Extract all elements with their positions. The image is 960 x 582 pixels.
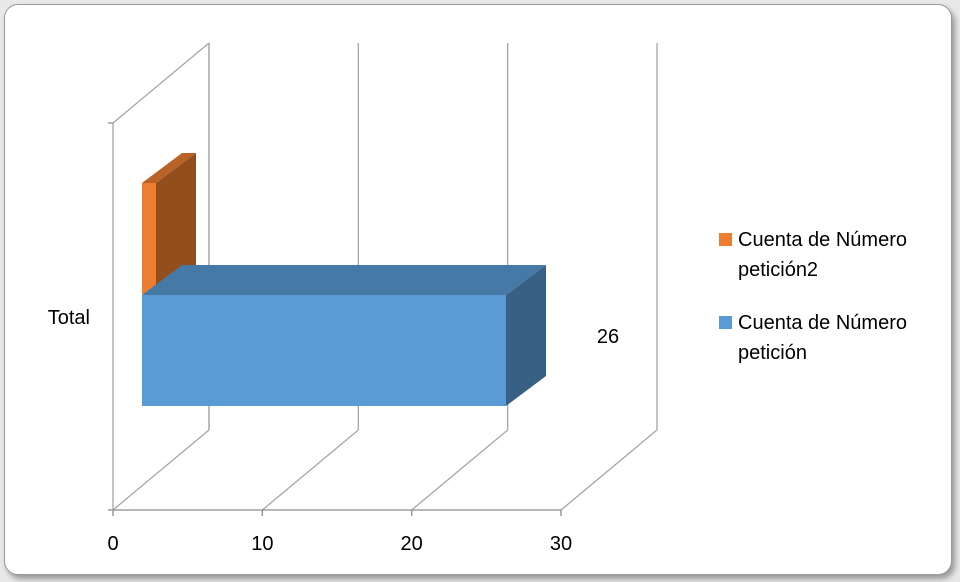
x-tick-label: 20: [401, 533, 423, 555]
bar-side-face: [156, 153, 196, 295]
chart-labels: 0 10 20 30 Total 26: [48, 307, 619, 555]
legend-label: Cuenta de Número: [738, 229, 907, 251]
category-label: Total: [48, 307, 90, 329]
legend-label: petición: [738, 342, 807, 364]
bar-front-face: [142, 183, 156, 295]
data-label: 26: [597, 326, 619, 348]
floor-gridline: [411, 429, 509, 511]
x-tick-label: 10: [251, 533, 273, 555]
x-tick-label: 0: [107, 533, 118, 555]
bar-side-face: [506, 265, 546, 406]
bar-cuenta-numero-peticion: [142, 265, 546, 406]
floor-gridline: [261, 429, 359, 511]
legend-label: Cuenta de Número: [738, 312, 907, 334]
floor-gridline: [560, 429, 658, 511]
legend-swatch: [719, 233, 732, 246]
legend-swatch: [719, 316, 732, 329]
bar-front-face: [142, 295, 506, 406]
bar-top-face: [142, 153, 196, 183]
bar-top-face: [142, 265, 546, 295]
wall-edge-top: [112, 42, 210, 124]
chart-legend: Cuenta de Número petición2 Cuenta de Númer…: [719, 229, 907, 364]
legend-label: petición2: [738, 259, 818, 281]
bar-cuenta-numero-peticion2: [142, 153, 196, 295]
floor-gridline: [112, 429, 210, 511]
x-tick-label: 30: [550, 533, 572, 555]
chart-bars: [142, 153, 546, 406]
